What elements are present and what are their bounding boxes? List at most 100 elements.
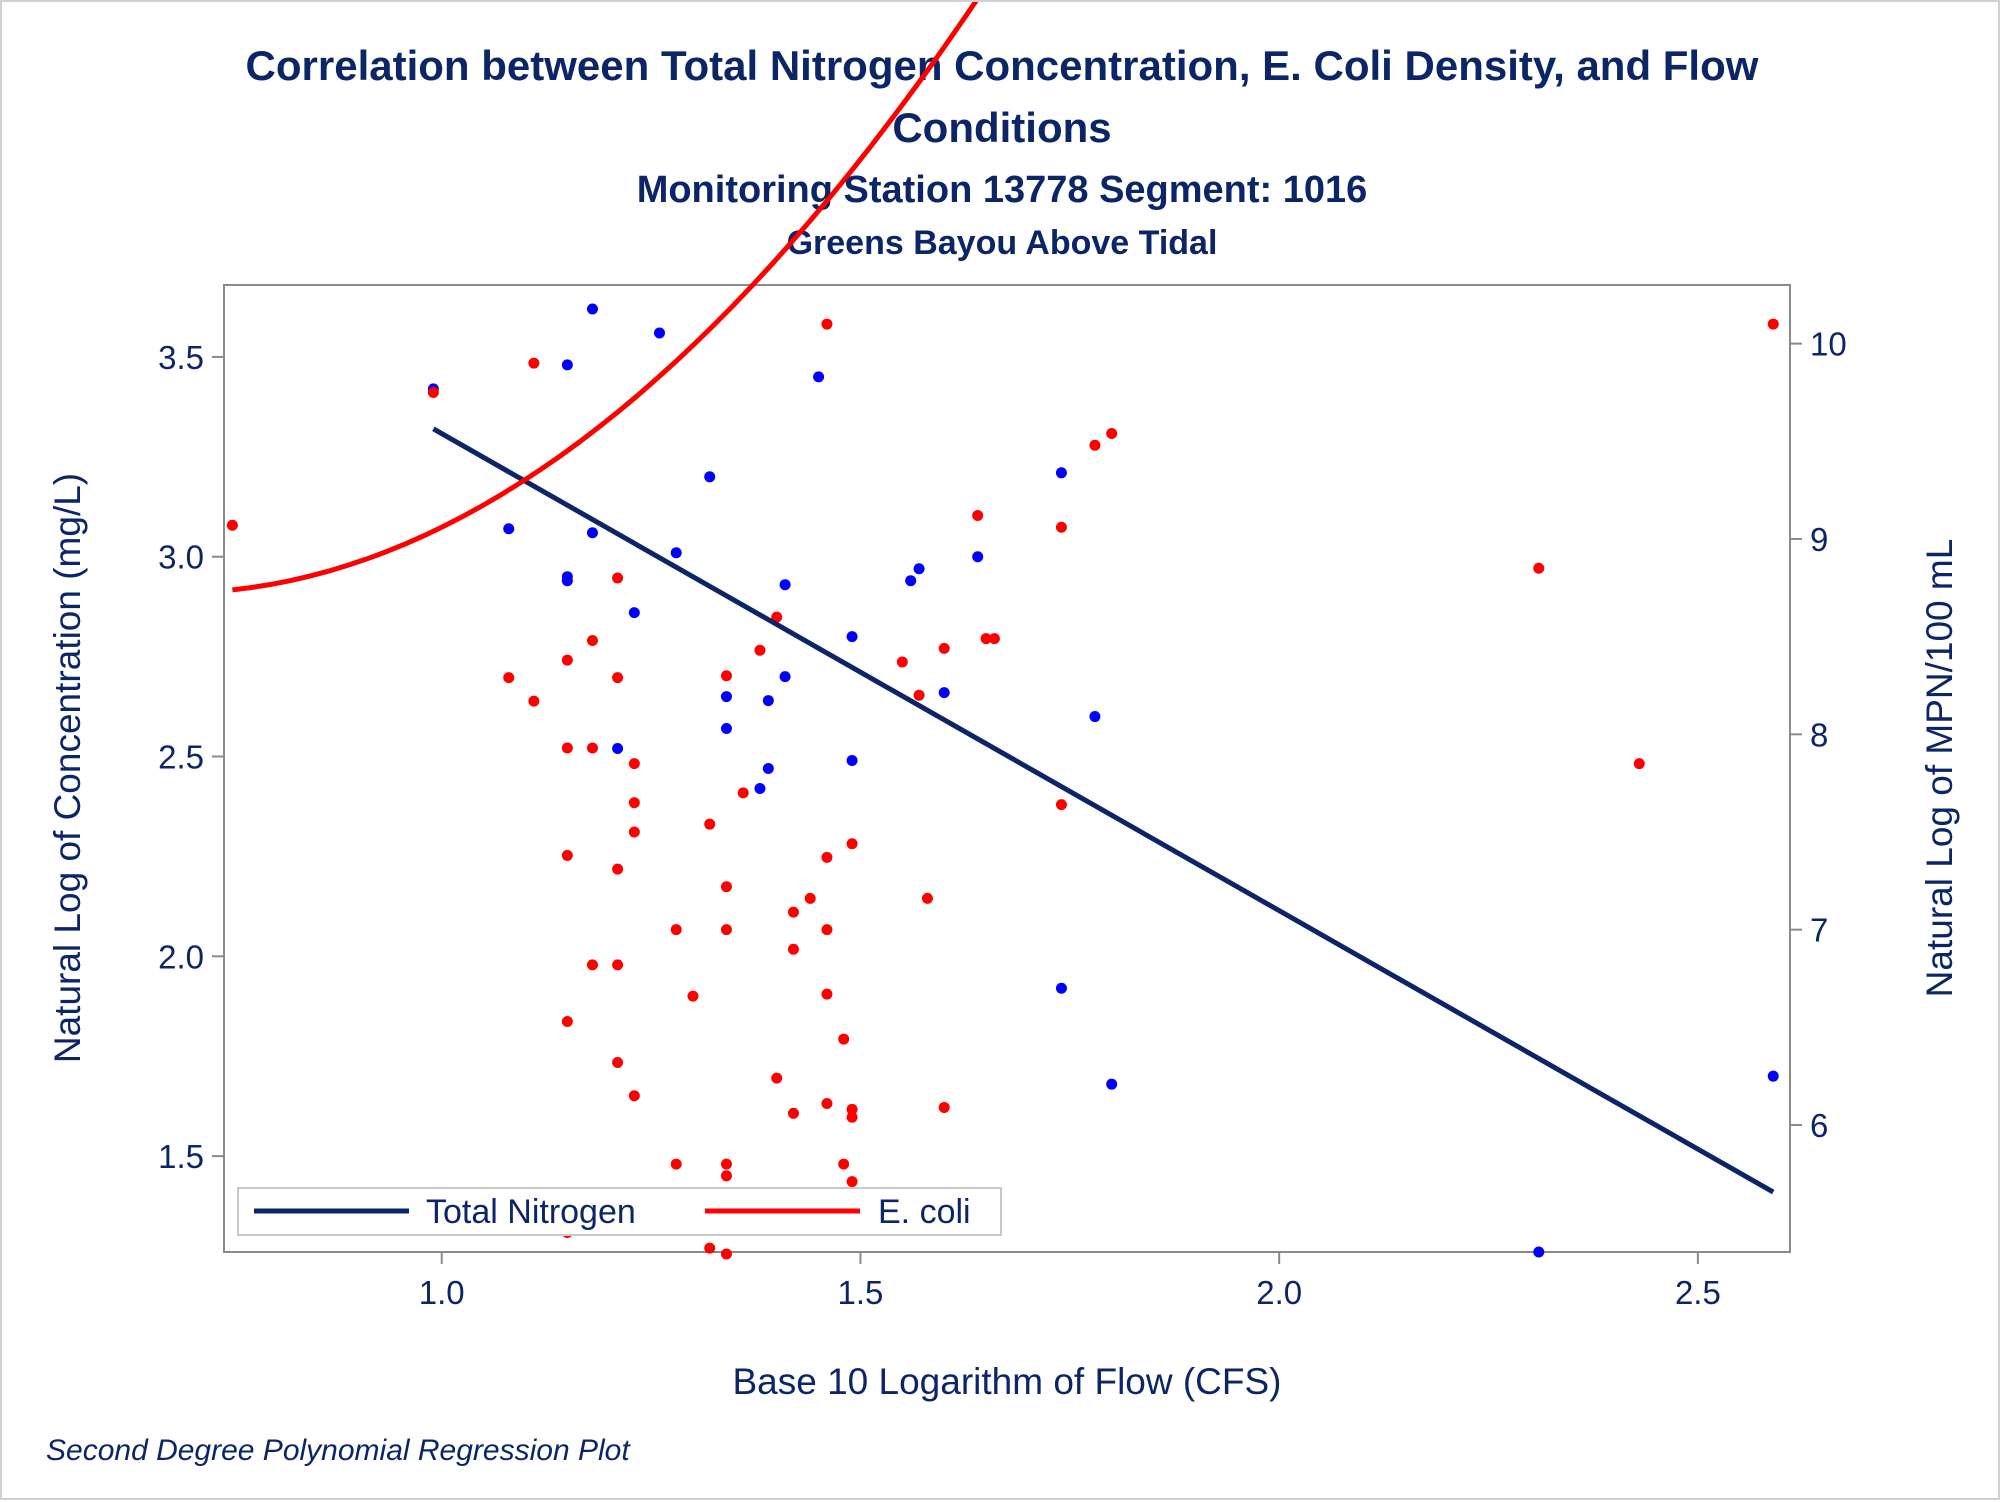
e-coli-point [838, 1158, 850, 1170]
y-axis-left-label: Natural Log of Concentration (mg/L) [47, 473, 88, 1063]
e-coli-point [612, 1057, 624, 1069]
e-coli-point [612, 572, 624, 584]
axis-ticks-layer: 1.0 1.5 2.0 2.5 1.5 2.0 2.5 3.0 3.5 6 7 8 9 10 [158, 326, 1847, 1311]
e-coli-point [821, 988, 833, 1000]
e-coli-point [838, 1033, 850, 1045]
e-coli-point [938, 1101, 950, 1113]
e-coli-point [988, 633, 1000, 645]
e-coli-point [720, 1170, 732, 1182]
e-coli-point [586, 742, 598, 754]
total-nitrogen-point [586, 527, 598, 539]
e-coli-point [503, 672, 515, 684]
e-coli-point [720, 1248, 732, 1260]
y-right-tick-label: 9 [1810, 521, 1828, 558]
total-nitrogen-point [720, 691, 732, 703]
chart-footnote: Second Degree Polynomial Regression Plot [46, 1434, 631, 1467]
total-nitrogen-point [846, 631, 858, 643]
x-tick-label: 1.0 [419, 1274, 465, 1311]
total-nitrogen-point [779, 671, 791, 683]
total-nitrogen-point [1089, 711, 1101, 723]
e-coli-point [980, 633, 992, 645]
e-coli-point [787, 906, 799, 918]
e-coli-point [846, 1176, 858, 1188]
e-coli-point [821, 1098, 833, 1110]
e-coli-point [561, 742, 573, 754]
e-coli-point [821, 851, 833, 863]
e-coli-point [561, 654, 573, 666]
e-coli-point [821, 924, 833, 936]
y-left-tick-label: 2.5 [158, 739, 204, 776]
legend-label-e-coli: E. coli [878, 1193, 971, 1231]
e-coli-point [561, 849, 573, 861]
e-coli-point [586, 959, 598, 971]
total-nitrogen-point [762, 695, 774, 707]
e-coli-point [1055, 521, 1067, 533]
chart-title-line2: Conditions [892, 104, 1111, 151]
y-right-tick-label: 10 [1810, 326, 1847, 363]
e-coli-point [1767, 318, 1779, 330]
e-coli-point [1533, 562, 1545, 574]
total-nitrogen-point [1106, 1078, 1118, 1090]
x-tick-label: 1.5 [838, 1274, 884, 1311]
x-tick-label: 2.5 [1675, 1274, 1721, 1311]
total-nitrogen-point [1055, 982, 1067, 994]
e-coli-point [1089, 439, 1101, 451]
e-coli-point [846, 1103, 858, 1115]
total-nitrogen-point [586, 303, 598, 315]
total-nitrogen-point [628, 607, 640, 619]
e-coli-point [528, 357, 540, 369]
total-nitrogen-point [972, 551, 984, 563]
e-coli-point [720, 924, 732, 936]
e-coli-point [913, 689, 925, 701]
e-coli-point [720, 670, 732, 682]
e-coli-point [670, 924, 682, 936]
e-coli-point [754, 644, 766, 656]
total-nitrogen-point [762, 763, 774, 774]
total-nitrogen-point [653, 327, 665, 339]
total-nitrogen-point [779, 579, 791, 591]
legend: Total Nitrogen E. coli [237, 1187, 1002, 1236]
total-nitrogen-point [905, 575, 917, 587]
e-coli-point [787, 943, 799, 955]
e-coli-point [1055, 799, 1067, 811]
fit-lines-layer [232, 2, 1775, 1195]
e-coli-point [670, 1158, 682, 1170]
plot-area [223, 284, 1791, 1253]
e-coli-point [938, 642, 950, 654]
e-coli-point [804, 892, 816, 904]
e-coli-point [972, 510, 984, 522]
total-nitrogen-point [938, 687, 950, 699]
e-coli-point [771, 1072, 783, 1084]
e-coli-point [528, 695, 540, 707]
y-right-tick-label: 6 [1810, 1107, 1828, 1144]
e-coli-point [612, 672, 624, 684]
total-nitrogen-point [612, 743, 624, 755]
e-coli-point [628, 1090, 640, 1102]
e-coli-point [846, 838, 858, 850]
e-coli-point [612, 863, 624, 875]
y-right-tick-label: 7 [1810, 912, 1828, 949]
total-nitrogen-point [704, 471, 716, 483]
total-nitrogen-point [503, 523, 515, 535]
total-nitrogen-point [720, 723, 732, 735]
e-coli-point [628, 758, 640, 770]
e-coli-fit-curve [232, 2, 979, 593]
y-left-tick-label: 3.5 [158, 339, 204, 376]
total-nitrogen-point [1533, 1246, 1545, 1258]
e-coli-point [628, 826, 640, 838]
e-coli-point [586, 635, 598, 647]
y-axis-right-label: Natural Log of MPN/100 mL [1919, 539, 1960, 998]
chart-subtitle: Monitoring Station 13778 Segment: 1016 [637, 169, 1368, 211]
y-left-tick-label: 3.0 [158, 539, 204, 576]
total-nitrogen-point [561, 575, 573, 587]
e-coli-point [704, 1242, 716, 1254]
e-coli-point [1633, 758, 1645, 770]
e-coli-point [687, 990, 699, 1002]
e-coli-point [704, 818, 716, 830]
total-nitrogen-point [754, 782, 766, 794]
y-right-tick-label: 8 [1810, 716, 1828, 753]
e-coli-point [720, 881, 732, 893]
e-coli-point [896, 656, 908, 668]
